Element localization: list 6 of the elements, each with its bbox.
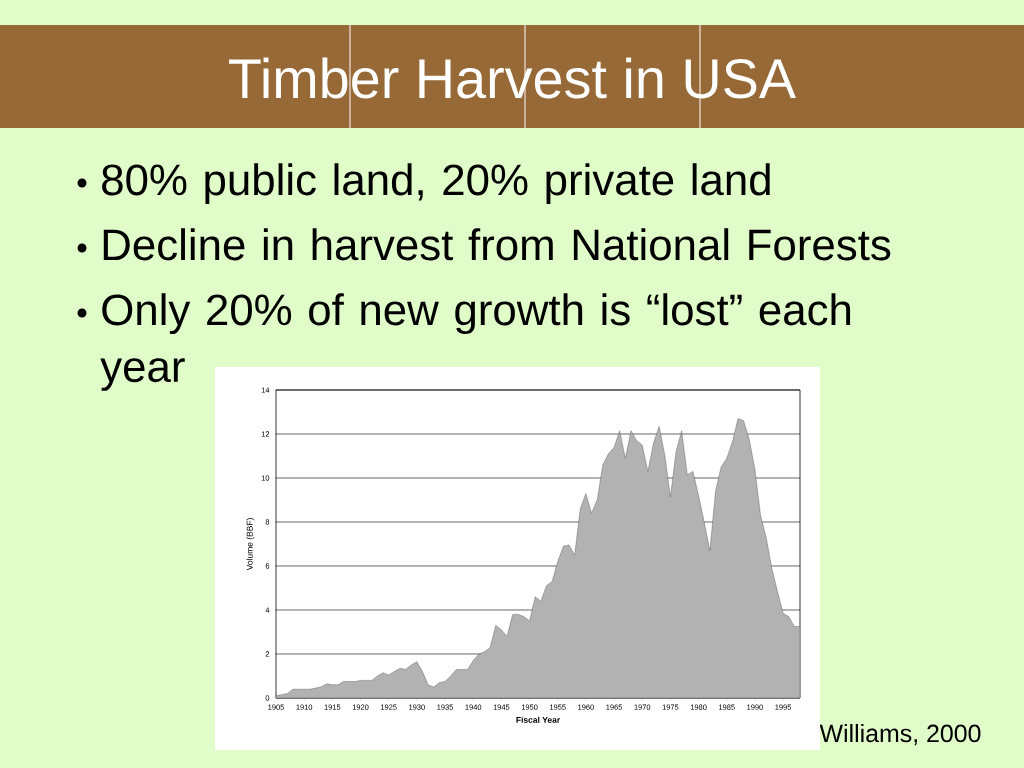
text: 80% public land, 20% private land (102, 163, 770, 205)
x-axis-title: Fiscal Year (516, 716, 561, 723)
text: Williams, 2000 (819, 723, 981, 746)
text: Decline in harvest from National Forests (103, 228, 891, 261)
y-axis-title: Volume (BBF) (246, 518, 255, 571)
chart-title: Timber Harvest in USA (229, 57, 796, 99)
